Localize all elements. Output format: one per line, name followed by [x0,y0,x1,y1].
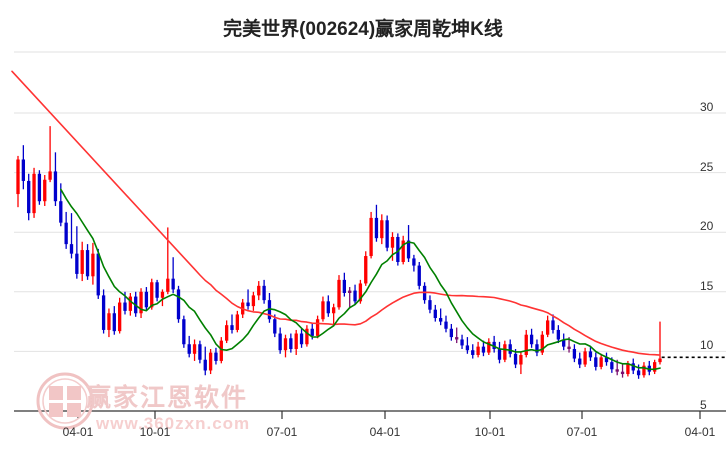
x-axis-tick-label: 04-01 [369,425,401,439]
ma-long-line [11,70,661,356]
y-axis-tick-label: 20 [700,219,714,234]
y-axis-tick-label: 30 [700,100,714,114]
y-axis-tick-label: 5 [700,398,707,412]
x-axis-tick-label: 10-01 [474,425,506,439]
y-axis-tick-label: 25 [700,159,714,174]
ma-short-line [59,188,661,371]
x-axis-tick-label: 10-01 [139,425,171,439]
candlestick-series [16,126,662,379]
x-axis-tick-label: 07-01 [266,425,298,439]
y-axis-tick-label: 15 [700,278,714,293]
x-axis-tick-label: 04-01 [684,425,716,439]
y-axis-tick-label: 10 [700,338,714,353]
x-axis-tick-label: 04-01 [62,425,94,439]
x-axis [14,410,726,419]
chart-title: 完美世界(002624)赢家周乾坤K线 [223,19,503,40]
x-axis-tick-label: 07-01 [566,425,598,439]
